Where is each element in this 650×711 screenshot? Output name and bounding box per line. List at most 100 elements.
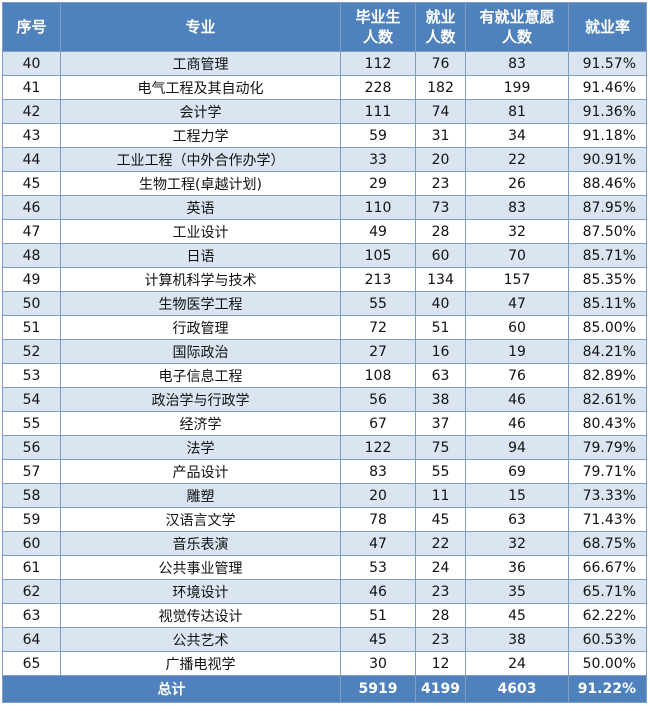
cell: 70 bbox=[465, 243, 569, 268]
cell: 29 bbox=[340, 171, 416, 196]
data-row: 56 法学 122 75 94 79.79% bbox=[2, 435, 647, 460]
cell: 47 bbox=[2, 219, 61, 244]
header-text: 就业 bbox=[425, 8, 456, 26]
cell: 34 bbox=[465, 123, 569, 148]
cell: 88.46% bbox=[568, 171, 647, 196]
cell: 45 bbox=[340, 627, 416, 652]
cell: 63 bbox=[2, 603, 61, 628]
header-cell: 有就业意愿 人数 bbox=[465, 2, 569, 52]
cell: 111 bbox=[340, 99, 416, 124]
cell: 58 bbox=[2, 483, 61, 508]
cell: 85.00% bbox=[568, 315, 647, 340]
cell: 47 bbox=[340, 531, 416, 556]
cell: 20 bbox=[340, 483, 416, 508]
cell: 47 bbox=[465, 291, 569, 316]
cell: 82.61% bbox=[568, 387, 647, 412]
cell: 26 bbox=[465, 171, 569, 196]
cell: 23 bbox=[415, 579, 466, 604]
cell: 生物医学工程 bbox=[60, 291, 341, 316]
cell: 35 bbox=[465, 579, 569, 604]
data-row: 46 英语 110 73 83 87.95% bbox=[2, 195, 647, 220]
cell: 60 bbox=[2, 531, 61, 556]
cell: 汉语言文学 bbox=[60, 507, 341, 532]
cell: 60 bbox=[465, 315, 569, 340]
cell: 110 bbox=[340, 195, 416, 220]
cell: 74 bbox=[415, 99, 466, 124]
cell: 24 bbox=[415, 555, 466, 580]
data-row: 55 经济学 67 37 46 80.43% bbox=[2, 411, 647, 436]
cell: 55 bbox=[415, 459, 466, 484]
cell: 157 bbox=[465, 267, 569, 292]
cell: 65.71% bbox=[568, 579, 647, 604]
cell: 69 bbox=[465, 459, 569, 484]
cell: 105 bbox=[340, 243, 416, 268]
data-row: 48 日语 105 60 70 85.71% bbox=[2, 243, 647, 268]
header-cell: 就业率 bbox=[568, 2, 647, 52]
cell: 78 bbox=[340, 507, 416, 532]
employment-table: 序号 专业 毕业生 人数 就业 人数 有就业意愿 人数 就业率 40 工商管理 112 76 83 91.… bbox=[2, 2, 647, 703]
cell: 计算机科学与技术 bbox=[60, 267, 341, 292]
cell: 经济学 bbox=[60, 411, 341, 436]
cell: 雕塑 bbox=[60, 483, 341, 508]
header-cell: 序号 bbox=[2, 2, 61, 52]
cell: 42 bbox=[2, 99, 61, 124]
total-cell: 4199 bbox=[415, 675, 466, 703]
cell: 80.43% bbox=[568, 411, 647, 436]
cell: 94 bbox=[465, 435, 569, 460]
cell: 71.43% bbox=[568, 507, 647, 532]
cell: 63 bbox=[465, 507, 569, 532]
header-text: 就业率 bbox=[584, 18, 630, 36]
cell: 62.22% bbox=[568, 603, 647, 628]
cell: 55 bbox=[340, 291, 416, 316]
cell: 82.89% bbox=[568, 363, 647, 388]
cell: 52 bbox=[2, 339, 61, 364]
cell: 49 bbox=[2, 267, 61, 292]
cell: 79.79% bbox=[568, 435, 647, 460]
cell: 51 bbox=[2, 315, 61, 340]
data-row: 40 工商管理 112 76 83 91.57% bbox=[2, 51, 647, 76]
cell: 75 bbox=[415, 435, 466, 460]
cell: 46 bbox=[340, 579, 416, 604]
cell: 46 bbox=[465, 387, 569, 412]
data-row: 60 音乐表演 47 22 32 68.75% bbox=[2, 531, 647, 556]
cell: 213 bbox=[340, 267, 416, 292]
cell: 59 bbox=[2, 507, 61, 532]
cell: 55 bbox=[2, 411, 61, 436]
cell: 54 bbox=[2, 387, 61, 412]
cell: 79.71% bbox=[568, 459, 647, 484]
cell: 112 bbox=[340, 51, 416, 76]
header-text: 人数 bbox=[425, 28, 456, 46]
cell: 84.21% bbox=[568, 339, 647, 364]
cell: 50.00% bbox=[568, 651, 647, 676]
header-cell: 毕业生 人数 bbox=[340, 2, 416, 52]
cell: 90.91% bbox=[568, 147, 647, 172]
cell: 199 bbox=[465, 75, 569, 100]
data-row: 42 会计学 111 74 81 91.36% bbox=[2, 99, 647, 124]
total-cell: 5919 bbox=[340, 675, 416, 703]
cell: 英语 bbox=[60, 195, 341, 220]
cell: 51 bbox=[340, 603, 416, 628]
cell: 41 bbox=[2, 75, 61, 100]
cell: 65 bbox=[2, 651, 61, 676]
cell: 会计学 bbox=[60, 99, 341, 124]
data-row: 64 公共艺术 45 23 38 60.53% bbox=[2, 627, 647, 652]
data-row: 54 政治学与行政学 56 38 46 82.61% bbox=[2, 387, 647, 412]
cell: 工商管理 bbox=[60, 51, 341, 76]
cell: 36 bbox=[465, 555, 569, 580]
cell: 31 bbox=[415, 123, 466, 148]
cell: 公共事业管理 bbox=[60, 555, 341, 580]
header-row: 序号 专业 毕业生 人数 就业 人数 有就业意愿 人数 就业率 bbox=[2, 2, 647, 52]
cell: 38 bbox=[465, 627, 569, 652]
data-row: 50 生物医学工程 55 40 47 85.11% bbox=[2, 291, 647, 316]
total-cell: 4603 bbox=[465, 675, 569, 703]
cell: 28 bbox=[415, 219, 466, 244]
cell: 59 bbox=[340, 123, 416, 148]
cell: 76 bbox=[415, 51, 466, 76]
cell: 32 bbox=[465, 219, 569, 244]
cell: 23 bbox=[415, 627, 466, 652]
cell: 工业设计 bbox=[60, 219, 341, 244]
data-row: 57 产品设计 83 55 69 79.71% bbox=[2, 459, 647, 484]
data-row: 47 工业设计 49 28 32 87.50% bbox=[2, 219, 647, 244]
cell: 国际政治 bbox=[60, 339, 341, 364]
cell: 40 bbox=[415, 291, 466, 316]
